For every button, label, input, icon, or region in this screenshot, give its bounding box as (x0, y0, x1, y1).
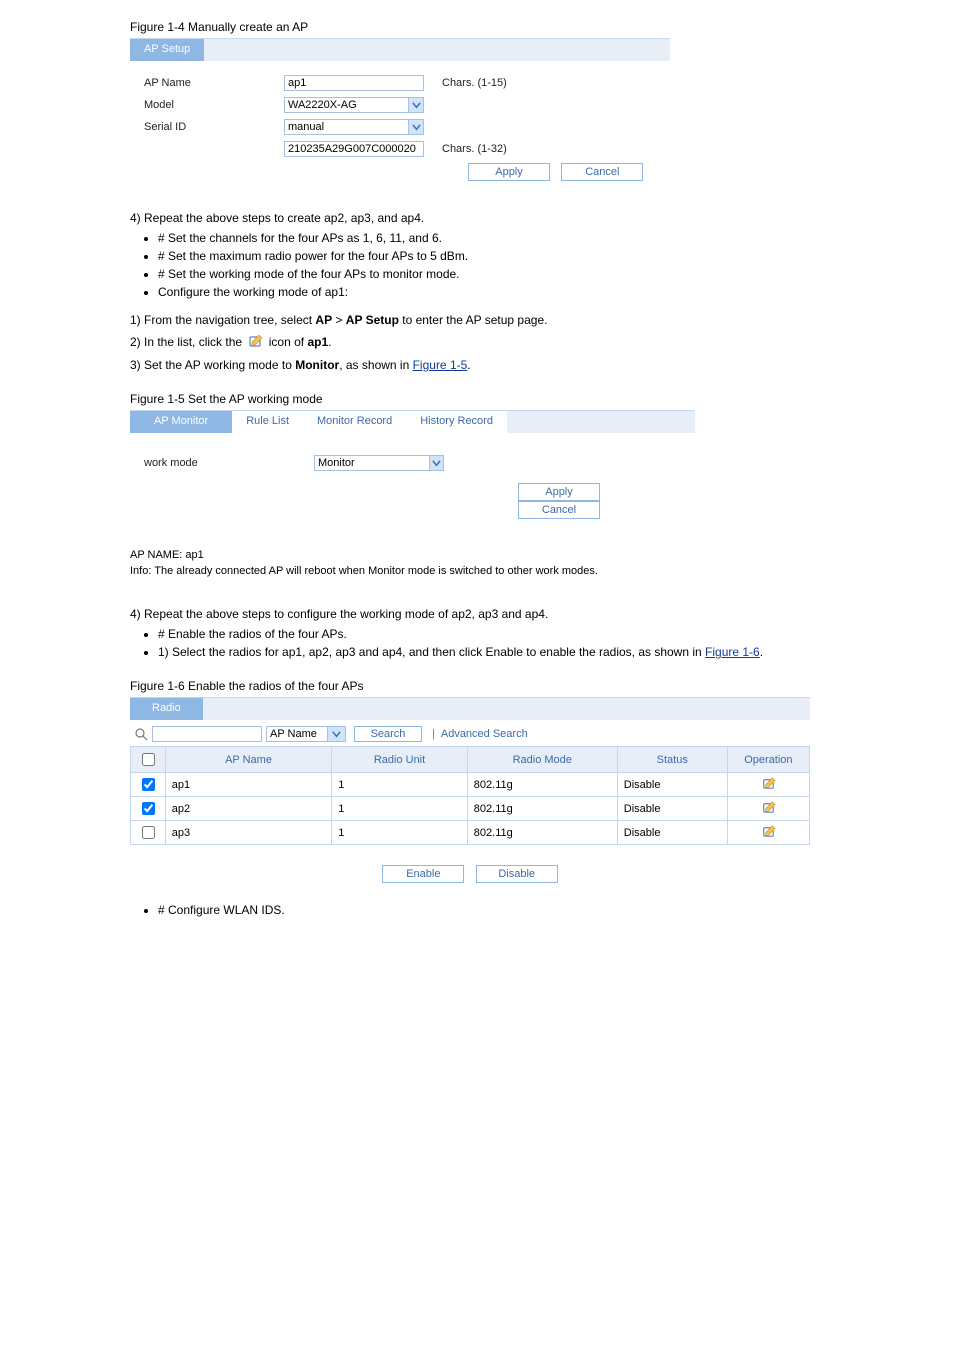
bullet: # Set the maximum radio power for the fo… (158, 249, 824, 263)
cell-unit: 1 (332, 797, 468, 821)
select-workmode[interactable] (314, 455, 444, 471)
fig15-link[interactable]: Figure 1-5 (413, 358, 468, 372)
tabbar-filler (203, 698, 810, 720)
cell-status: Disable (617, 797, 727, 821)
figure-caption: Figure 1-6 Enable the radios of the four… (130, 679, 824, 693)
table-row: ap11802.11gDisable (131, 773, 810, 797)
select-model-value[interactable] (284, 97, 408, 113)
label-model: Model (144, 99, 284, 111)
col-operation: Operation (727, 747, 809, 773)
select-model[interactable] (284, 97, 424, 113)
edit-icon[interactable] (761, 806, 776, 818)
enable-button[interactable]: Enable (382, 865, 464, 883)
input-ap-name[interactable] (284, 75, 424, 91)
select-serial-value[interactable] (284, 119, 408, 135)
chevron-down-icon[interactable] (327, 726, 346, 742)
bullet: # Set the channels for the four APs as 1… (158, 231, 824, 245)
bullet: # Set the working mode of the four APs t… (158, 267, 824, 281)
cell-unit: 1 (332, 773, 468, 797)
apname-note: AP NAME: ap1 (130, 549, 850, 561)
hint-serial: Chars. (1-32) (442, 143, 507, 155)
cell-apname: ap2 (165, 797, 332, 821)
step-text: 4) Repeat the above steps to configure t… (130, 607, 824, 621)
info-note: Info: The already connected AP will rebo… (130, 565, 850, 577)
apply-button[interactable]: Apply (518, 483, 600, 501)
input-serial-id[interactable] (284, 141, 424, 157)
figure-caption: Figure 1-5 Set the AP working mode (130, 392, 824, 406)
search-input[interactable] (152, 726, 262, 742)
select-workmode-value[interactable] (314, 455, 429, 471)
ap-monitor-panel: AP Monitor Rule List Monitor Record Hist… (130, 410, 695, 529)
cell-apname: ap3 (165, 821, 332, 845)
label-ap-name: AP Name (144, 77, 284, 89)
cell-mode: 802.11g (467, 797, 617, 821)
step4-text: 4) Repeat the above steps to create ap2,… (130, 211, 824, 225)
tab-ap-setup[interactable]: AP Setup (130, 39, 204, 61)
bullet: Configure the working mode of ap1: (158, 285, 824, 299)
select-serial-mode[interactable] (284, 119, 424, 135)
search-button[interactable]: Search (354, 726, 422, 742)
label-workmode: work mode (144, 457, 314, 469)
cell-apname: ap1 (165, 773, 332, 797)
tab-monitor-record[interactable]: Monitor Record (303, 411, 406, 433)
select-search-by-value[interactable] (266, 726, 327, 742)
bullet: # Configure WLAN IDS. (158, 903, 824, 917)
substep-2: 2) In the list, click the icon of ap1. (130, 333, 824, 352)
cell-status: Disable (617, 773, 727, 797)
tab-ap-monitor[interactable]: AP Monitor (130, 411, 232, 433)
radio-panel: Radio Search | Advanced Search AP Name R… (130, 697, 810, 883)
row-checkbox[interactable] (142, 778, 155, 791)
col-radio-unit[interactable]: Radio Unit (332, 747, 468, 773)
select-all-checkbox[interactable] (142, 753, 155, 766)
cancel-button[interactable]: Cancel (518, 501, 600, 519)
col-status[interactable]: Status (617, 747, 727, 773)
bullet: 1) Select the radios for ap1, ap2, ap3 a… (158, 645, 824, 659)
fig16-link[interactable]: Figure 1-6 (705, 645, 760, 659)
tab-history-record[interactable]: History Record (406, 411, 507, 433)
cell-mode: 802.11g (467, 773, 617, 797)
chevron-down-icon[interactable] (408, 119, 424, 135)
chevron-down-icon[interactable] (429, 455, 444, 471)
chevron-down-icon[interactable] (408, 97, 424, 113)
cell-status: Disable (617, 821, 727, 845)
ap-setup-panel: AP Setup AP Name Chars. (1-15) Model Ser… (130, 38, 670, 191)
divider: | (432, 728, 435, 740)
tabbar-filler (507, 411, 695, 433)
cell-unit: 1 (332, 821, 468, 845)
edit-icon[interactable] (761, 782, 776, 794)
tab-radio[interactable]: Radio (130, 698, 203, 720)
radio-table: AP Name Radio Unit Radio Mode Status Ope… (130, 746, 810, 845)
edit-icon (247, 333, 263, 352)
disable-button[interactable]: Disable (476, 865, 558, 883)
substep-1: 1) From the navigation tree, select AP >… (130, 313, 824, 327)
label-serial: Serial ID (144, 121, 284, 133)
edit-icon[interactable] (761, 830, 776, 842)
apply-button[interactable]: Apply (468, 163, 550, 181)
col-radio-mode[interactable]: Radio Mode (467, 747, 617, 773)
table-row: ap21802.11gDisable (131, 797, 810, 821)
cell-mode: 802.11g (467, 821, 617, 845)
table-row: ap31802.11gDisable (131, 821, 810, 845)
row-checkbox[interactable] (142, 826, 155, 839)
figure-caption: Figure 1-4 Manually create an AP (130, 20, 824, 34)
row-checkbox[interactable] (142, 802, 155, 815)
search-icon (134, 727, 148, 741)
tabbar-filler (204, 39, 670, 61)
cancel-button[interactable]: Cancel (561, 163, 643, 181)
bullet: # Enable the radios of the four APs. (158, 627, 824, 641)
tab-rule-list[interactable]: Rule List (232, 411, 303, 433)
col-apname[interactable]: AP Name (165, 747, 332, 773)
select-search-by[interactable] (266, 726, 346, 742)
advanced-search-link[interactable]: Advanced Search (441, 728, 528, 740)
substep-3: 3) Set the AP working mode to Monitor, a… (130, 358, 824, 372)
hint-ap-name: Chars. (1-15) (442, 77, 507, 89)
